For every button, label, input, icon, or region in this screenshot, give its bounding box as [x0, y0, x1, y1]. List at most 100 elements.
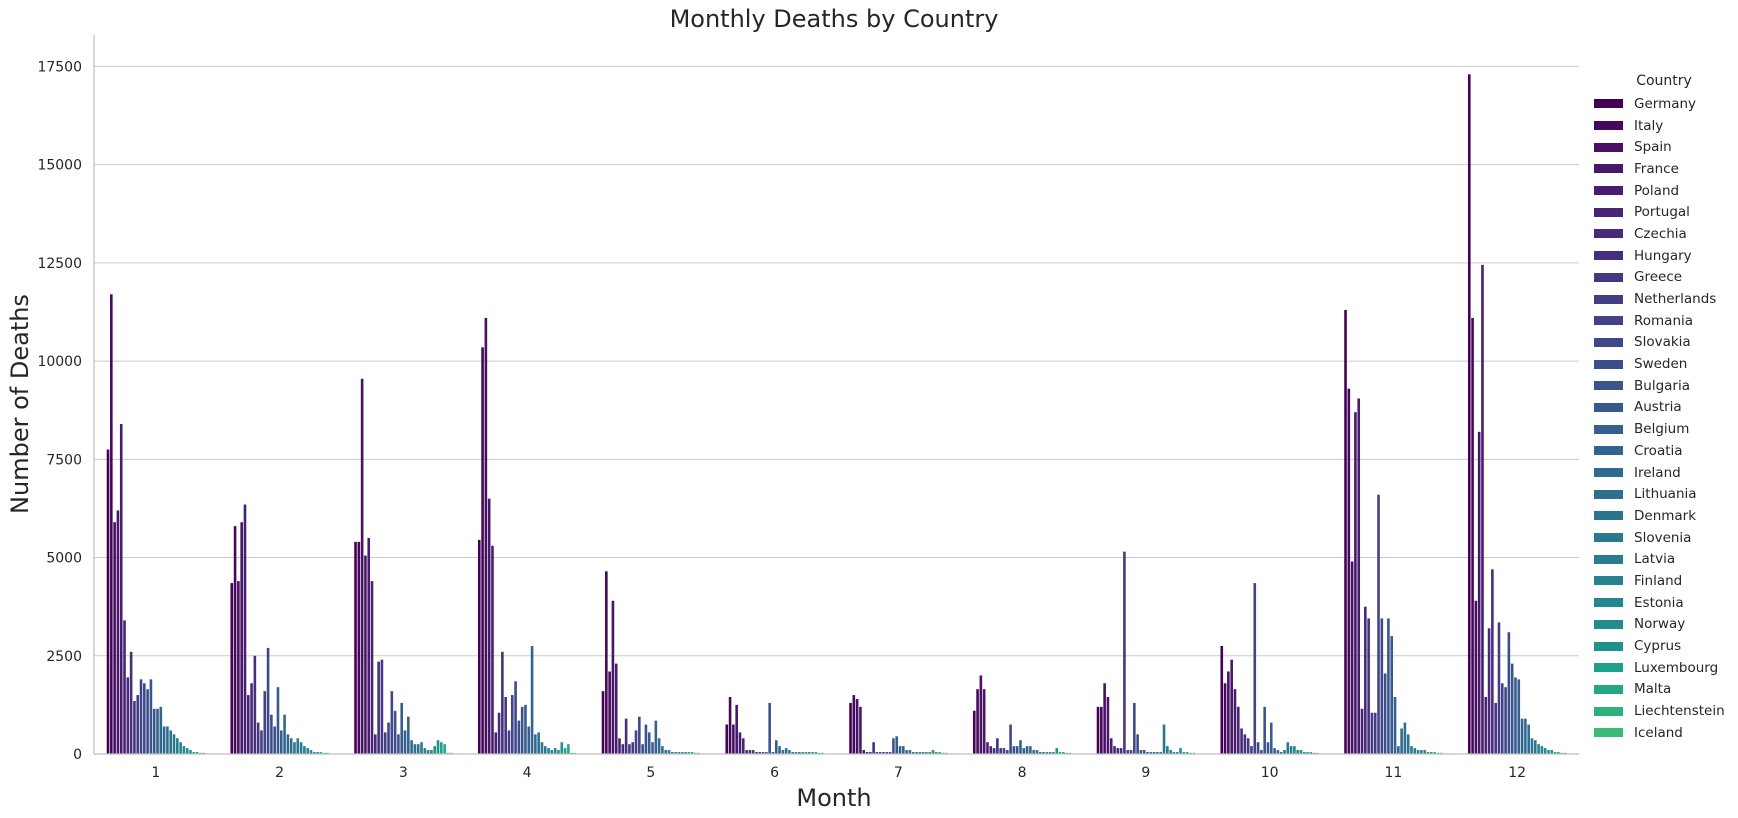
bar: [1240, 728, 1243, 754]
legend-label: Austria: [1634, 399, 1682, 416]
bar: [1179, 748, 1182, 754]
bar: [1133, 702, 1136, 754]
bar: [1159, 752, 1163, 754]
legend-item: Poland: [1594, 180, 1734, 202]
bar: [788, 750, 791, 754]
bar: [1123, 551, 1126, 754]
bar: [690, 752, 694, 754]
bar: [567, 744, 570, 754]
bar: [400, 702, 404, 754]
bar: [1289, 746, 1293, 754]
bar: [1487, 628, 1491, 754]
bar: [1293, 746, 1296, 754]
bar: [687, 752, 691, 754]
bar: [1296, 750, 1299, 754]
legend-item: Estonia: [1594, 592, 1734, 614]
bar: [647, 732, 651, 754]
bar: [416, 744, 420, 754]
bar: [1380, 618, 1384, 754]
legend-swatch: [1594, 641, 1623, 651]
bar: [774, 740, 778, 754]
bar: [360, 378, 364, 754]
bar: [905, 750, 908, 754]
bar: [1236, 706, 1240, 754]
bar: [316, 752, 319, 754]
bar: [233, 526, 237, 754]
x-ticks: 1 2 3 4 5 6 7 8 9 10 11 12: [151, 765, 1526, 781]
bar: [882, 752, 885, 754]
bar: [1175, 752, 1179, 754]
bar: [755, 752, 758, 754]
bar: [1430, 752, 1433, 754]
x-tick-label: 1: [151, 765, 160, 781]
bar: [1500, 683, 1504, 754]
bar: [156, 708, 159, 754]
legend-swatch: [1594, 576, 1623, 586]
bar: [1042, 752, 1045, 754]
bar: [1373, 712, 1377, 754]
bar: [510, 695, 514, 754]
bar: [1058, 752, 1062, 754]
legend-item: Sweden: [1594, 353, 1734, 375]
legend-label: Cyprus: [1634, 638, 1682, 655]
bar: [1537, 744, 1540, 754]
legend-swatch: [1594, 207, 1623, 217]
bars: [106, 74, 1567, 755]
bar: [654, 720, 658, 754]
legend-swatch: [1594, 446, 1623, 456]
bar: [1383, 673, 1387, 754]
bar: [1364, 606, 1367, 754]
bar: [143, 683, 146, 754]
bar: [1005, 750, 1009, 754]
x-tick-label: 9: [1141, 765, 1150, 781]
legend-item: Luxembourg: [1594, 657, 1734, 679]
legend-swatch: [1594, 468, 1623, 478]
bar: [484, 317, 488, 754]
bar: [895, 736, 899, 754]
bar: [1507, 632, 1511, 754]
legend-swatch: [1594, 489, 1623, 499]
bar: [166, 726, 169, 754]
legend-item: Malta: [1594, 679, 1734, 701]
legend-swatch: [1594, 294, 1623, 304]
y-axis-label: Number of Deaths: [6, 294, 34, 514]
bar: [875, 752, 879, 754]
bar: [309, 750, 313, 754]
bar: [553, 748, 557, 754]
bar: [407, 716, 410, 754]
bar: [915, 752, 918, 754]
bar: [911, 752, 915, 754]
bar: [938, 752, 941, 754]
bar: [1299, 750, 1303, 754]
bar: [279, 730, 283, 754]
bar: [501, 651, 504, 754]
bar: [621, 744, 625, 754]
bar: [149, 679, 153, 754]
bar: [1504, 687, 1507, 754]
legend-swatch: [1594, 728, 1623, 738]
bar: [162, 726, 166, 754]
legend-label: Greece: [1634, 269, 1683, 286]
bar: [246, 695, 250, 754]
bar: [293, 742, 296, 754]
bar: [872, 742, 875, 754]
bar: [918, 752, 922, 754]
bar: [761, 752, 765, 754]
bar: [1156, 752, 1159, 754]
bar: [751, 750, 755, 754]
legend-label: Belgium: [1634, 421, 1690, 438]
legend-swatch: [1594, 684, 1623, 694]
bar: [611, 600, 615, 754]
bar: [735, 704, 738, 754]
legend-item: Denmark: [1594, 505, 1734, 527]
legend: Country Germany Italy Spain France Poland Por…: [1594, 73, 1734, 744]
bar: [989, 746, 993, 754]
bar: [543, 746, 547, 754]
legend-swatch: [1594, 99, 1623, 109]
bar: [1100, 706, 1103, 754]
bar: [768, 702, 771, 754]
legend-label: Germany: [1634, 95, 1697, 112]
bar: [1146, 752, 1149, 754]
bar: [1302, 752, 1306, 754]
bar: [1250, 746, 1253, 754]
